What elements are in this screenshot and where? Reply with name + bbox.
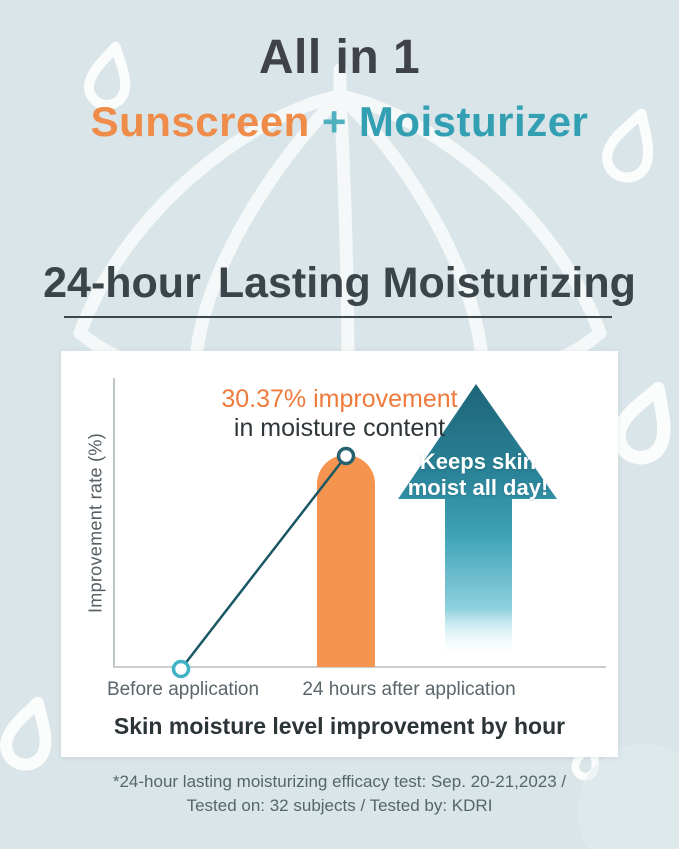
chart-title: Skin moisture level improvement by hour: [113, 713, 566, 739]
droplet-shadow: [577, 744, 679, 849]
marker-before-application: [171, 659, 191, 679]
plus-sign: +: [321, 98, 347, 145]
heading-underline: [64, 316, 612, 318]
arrow-label-line2: moist all day!: [407, 474, 549, 500]
x-tick-after: 24 hours after application: [302, 679, 516, 700]
chart-annotation: 30.37% improvement in moisture content: [61, 385, 618, 442]
y-axis-label: Improvement rate (%): [85, 432, 106, 614]
arrow-label-line1: Keeps skin: [419, 449, 537, 474]
arrow-label: Keeps skin moist all day!: [368, 449, 588, 501]
section-heading-part1: 24-hour: [43, 259, 201, 307]
marker-after-application: [336, 446, 356, 466]
droplet-icon: [1, 697, 56, 769]
x-tick-before: Before application: [106, 679, 260, 700]
section-heading: 24-hour Lasting Moisturizing: [0, 259, 679, 308]
subtitle-moisturizer: Moisturizer: [358, 98, 589, 145]
moisture-chart: [113, 378, 606, 679]
subtitle-sunscreen: Sunscreen: [90, 98, 310, 145]
page-title: All in 1: [258, 31, 421, 84]
footnote-line2: Tested on: 32 subjects / Tested by: KDRI: [186, 796, 493, 816]
subtitle: Sunscreen + Moisturizer: [0, 98, 679, 146]
chart-card: 30.37% improvement in moisture content K…: [61, 351, 618, 757]
footnote: *24-hour lasting moisturizing efficacy t…: [0, 770, 679, 818]
footnote-line1: *24-hour lasting moisturizing efficacy t…: [112, 772, 567, 791]
annotation-rest: in moisture content: [233, 413, 446, 442]
droplet-icon: [613, 381, 679, 464]
section-heading-part2: Lasting Moisturizing: [217, 259, 636, 307]
up-arrow-icon: [398, 384, 557, 658]
trend-line: [180, 455, 347, 670]
bar-24h-after: [317, 455, 375, 667]
annotation-highlight: 30.37% improvement: [221, 385, 458, 413]
